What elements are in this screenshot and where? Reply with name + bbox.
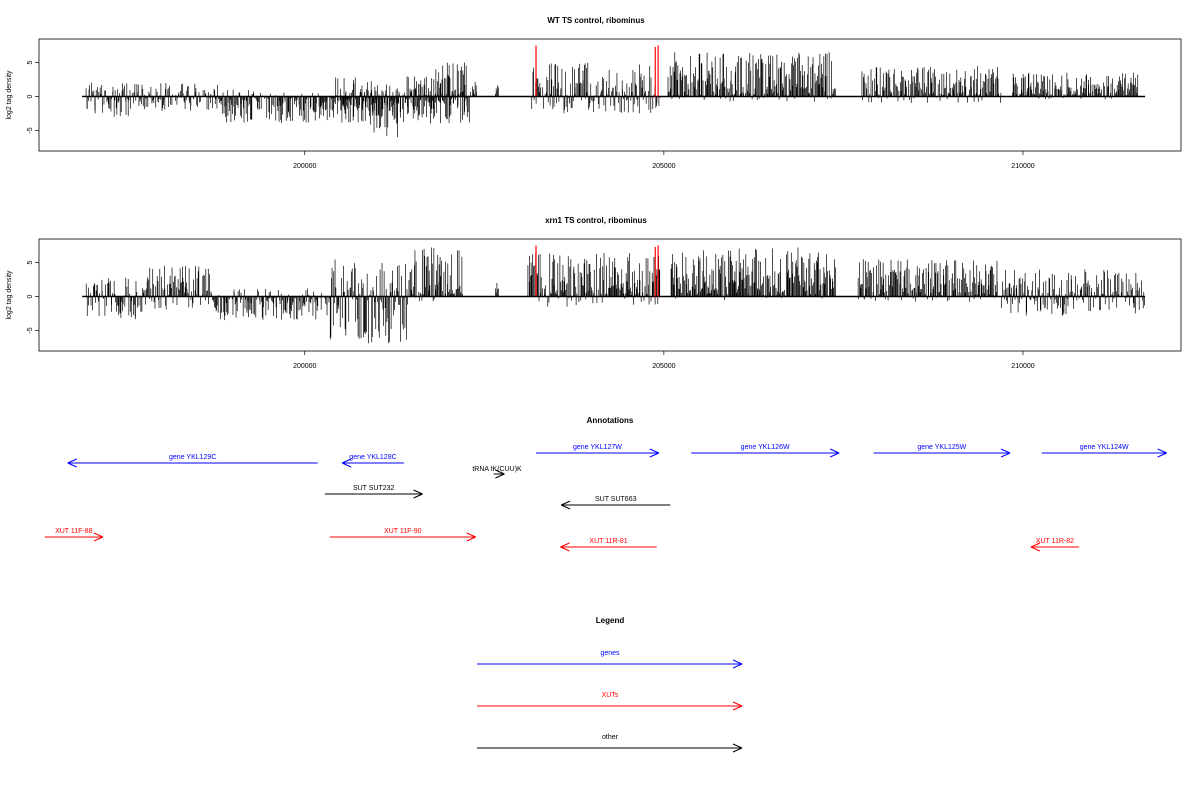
annotation-arrows: gene YKL129C gene YKL128C gene YKL127W gene… [44, 444, 1167, 552]
annotation-label: SUT SUT232 [353, 485, 395, 492]
y-tick-label: 0 [27, 294, 34, 298]
annotation-arrow-head [1030, 546, 1041, 552]
annotation-arrow-head [466, 536, 476, 542]
annotation-arrow-head [1000, 448, 1011, 454]
annotation-label: XUT 11F-88 [55, 528, 93, 535]
annotation-label: XUT 11R-81 [589, 538, 627, 545]
annotation-arrow-head [67, 458, 77, 464]
y-tick-label: -5 [27, 327, 34, 333]
annotation-arrow-head [495, 473, 505, 479]
wt-panel: WT TS control, ribominus log2 tag densit… [6, 16, 1182, 170]
xrn1-panel: xrn1 TS control, ribominus log2 tag dens… [6, 216, 1182, 370]
annotation-arrow-head [649, 448, 660, 454]
annotation-arrow-head [93, 536, 104, 542]
x-tick-label: 200000 [293, 363, 316, 370]
annotation-arrow-head [413, 489, 423, 495]
legend-title: Legend [596, 616, 625, 625]
y-tick-label: -5 [27, 127, 34, 133]
legend-label: XUTs [602, 692, 619, 699]
wt-axes: -5 0 5 200000 205000 210000 [27, 60, 1035, 170]
annotation-arrow-head [341, 458, 352, 464]
legend-arrow-head [732, 659, 743, 665]
xrn1-ylabel: log2 tag density [6, 270, 13, 320]
xrn1-title: xrn1 TS control, ribominus [545, 216, 647, 225]
annotation-label: XUT 11F-90 [384, 528, 422, 535]
annotation-arrow-head [1030, 542, 1041, 548]
annotation-arrow-head [1000, 452, 1011, 458]
annotation-label: gene YKL129C [169, 454, 216, 461]
annotation-label: gene YKL124W [1080, 444, 1129, 451]
legend-arrow-head [732, 747, 743, 753]
xrn1-axes: -5 0 5 200000 205000 210000 [27, 260, 1035, 370]
annotation-label: gene YKL127W [573, 444, 622, 451]
wt-plot-frame [38, 38, 1182, 152]
annotation-arrow-head [560, 546, 570, 552]
wt-title: WT TS control, ribominus [547, 16, 645, 25]
annotation-label: gene YKL126W [741, 444, 790, 451]
annotation-arrow-head [829, 452, 840, 458]
legend-label: genes [600, 650, 620, 657]
annotation-arrow-head [1157, 448, 1167, 454]
legend-arrow-head [732, 743, 743, 749]
legend-arrow-head [732, 701, 743, 707]
y-tick-label: 5 [27, 60, 34, 64]
annotation-arrow-head [560, 542, 570, 548]
annotation-arrow-head [560, 500, 571, 506]
legend-panel: Legend genes XUTs other [477, 616, 743, 753]
wt-bars [82, 45, 1146, 138]
annotation-arrow-head [341, 462, 352, 468]
annotation-arrow-head [1157, 452, 1167, 458]
legend-arrow-head [732, 663, 743, 669]
annotation-label: gene YKL128C [349, 454, 396, 461]
annotation-label: gene YKL125W [917, 444, 966, 451]
annotation-arrow-head [829, 448, 840, 454]
x-tick-label: 205000 [652, 163, 675, 170]
legend-arrow-head [732, 705, 743, 711]
annotation-arrow-head [67, 462, 77, 468]
annotation-arrow-head [93, 532, 104, 538]
wt-ylabel: log2 tag density [6, 70, 13, 120]
x-tick-label: 210000 [1011, 163, 1034, 170]
xrn1-bars [82, 245, 1146, 344]
x-tick-label: 200000 [293, 163, 316, 170]
xrn1-plot-frame [38, 238, 1182, 352]
legend-entries: genes XUTs other [477, 650, 743, 753]
annotation-label: XUT 11R-82 [1036, 538, 1074, 545]
annotation-label: tRNA tK(CUU)K [472, 466, 522, 473]
y-tick-label: 5 [27, 260, 34, 264]
annotations-panel: Annotations gene YKL129C gene YKL128Cgene… [44, 416, 1167, 552]
annotation-arrow-head [649, 452, 660, 458]
x-tick-label: 205000 [652, 363, 675, 370]
annotation-arrow-head [466, 532, 476, 538]
annotations-title: Annotations [587, 416, 634, 425]
legend-label: other [602, 734, 619, 741]
annotation-label: SUT SUT663 [595, 496, 637, 503]
x-tick-label: 210000 [1011, 363, 1034, 370]
annotation-arrow-head [413, 493, 423, 499]
y-tick-label: 0 [27, 94, 34, 98]
annotation-arrow-head [560, 504, 571, 510]
annotation-arrow-head [495, 469, 505, 475]
